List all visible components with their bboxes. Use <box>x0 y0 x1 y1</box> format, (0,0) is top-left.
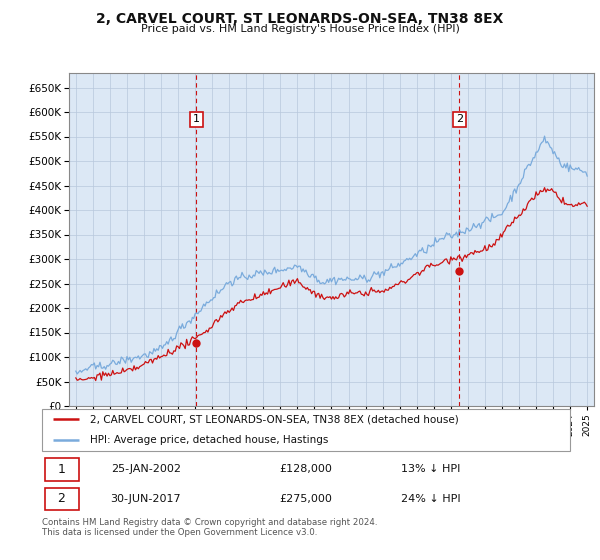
Text: £275,000: £275,000 <box>280 494 332 504</box>
Text: 24% ↓ HPI: 24% ↓ HPI <box>401 494 461 504</box>
Text: Contains HM Land Registry data © Crown copyright and database right 2024.: Contains HM Land Registry data © Crown c… <box>42 518 377 527</box>
Text: 2: 2 <box>58 492 65 506</box>
Text: £128,000: £128,000 <box>280 464 332 474</box>
FancyBboxPatch shape <box>44 488 79 510</box>
Text: This data is licensed under the Open Government Licence v3.0.: This data is licensed under the Open Gov… <box>42 528 317 536</box>
FancyBboxPatch shape <box>42 409 570 451</box>
Text: HPI: Average price, detached house, Hastings: HPI: Average price, detached house, Hast… <box>89 435 328 445</box>
Text: 2: 2 <box>456 114 463 124</box>
Text: 30-JUN-2017: 30-JUN-2017 <box>110 494 181 504</box>
Text: 2, CARVEL COURT, ST LEONARDS-ON-SEA, TN38 8EX: 2, CARVEL COURT, ST LEONARDS-ON-SEA, TN3… <box>97 12 503 26</box>
Text: 25-JAN-2002: 25-JAN-2002 <box>110 464 181 474</box>
Text: 13% ↓ HPI: 13% ↓ HPI <box>401 464 460 474</box>
Text: 1: 1 <box>193 114 200 124</box>
Text: 1: 1 <box>58 463 65 476</box>
FancyBboxPatch shape <box>44 458 79 480</box>
Text: 2, CARVEL COURT, ST LEONARDS-ON-SEA, TN38 8EX (detached house): 2, CARVEL COURT, ST LEONARDS-ON-SEA, TN3… <box>89 414 458 424</box>
Text: Price paid vs. HM Land Registry's House Price Index (HPI): Price paid vs. HM Land Registry's House … <box>140 24 460 34</box>
